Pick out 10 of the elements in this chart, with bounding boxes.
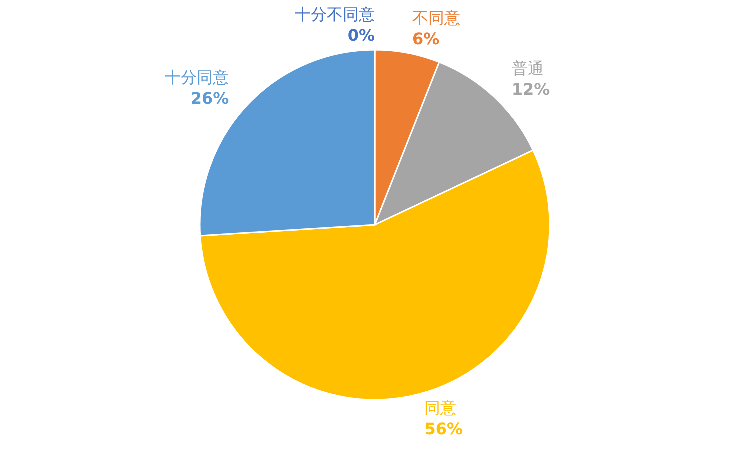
slice-label: 不同意	[412, 8, 460, 28]
data-label: 6%	[412, 30, 440, 49]
text: 0%	[348, 26, 375, 45]
category-label: 十分不同意	[295, 5, 375, 24]
slice-label: 普通	[512, 59, 544, 78]
slice-label: 同意	[424, 398, 457, 418]
data-label: 12%	[512, 80, 550, 100]
data-label: 56%	[424, 420, 464, 439]
data-label: 26%	[190, 89, 230, 108]
slice-label: 十分同意	[165, 68, 230, 88]
